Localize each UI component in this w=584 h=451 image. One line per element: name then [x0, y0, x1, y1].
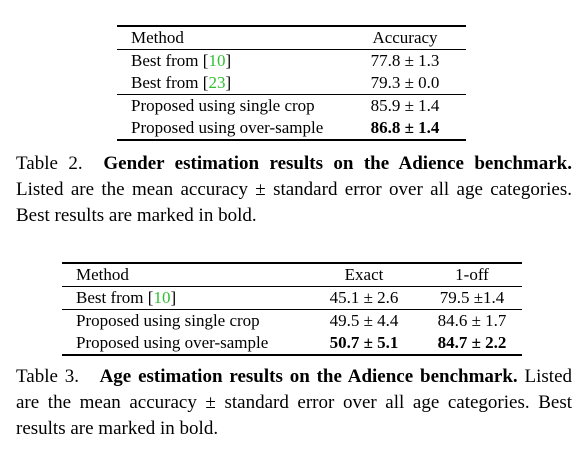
gender-results-table: Method Accuracy Best from [10] 77.8 ± 1.…	[117, 25, 466, 141]
citation-link[interactable]: 23	[208, 73, 226, 92]
exact-cell: 49.5 ± 4.4	[329, 311, 399, 330]
method-text: Best from [	[76, 288, 154, 307]
age-results-table: Method Exact 1-off Best from [10] 45.1 ±…	[62, 262, 522, 356]
one-off-cell-best: 84.7 ± 2.2	[437, 333, 507, 352]
exact-cell: 45.1 ± 2.6	[329, 288, 399, 307]
method-text: Best from [	[131, 73, 209, 92]
method-text: ]	[225, 73, 232, 92]
accuracy-cell: 79.3 ± 0.0	[370, 73, 440, 92]
method-cell: Proposed using over-sample	[76, 333, 269, 352]
accuracy-cell: 85.9 ± 1.4	[370, 96, 440, 115]
table3-caption: Table 3. Age estimation results on the A…	[16, 364, 572, 442]
method-cell: Proposed using single crop	[76, 311, 260, 330]
citation-link[interactable]: 10	[153, 288, 171, 307]
table-row: Proposed using over-sample 50.7 ± 5.1 84…	[62, 332, 522, 355]
header-one-off: 1-off	[455, 265, 489, 284]
table-row: Proposed using single crop 49.5 ± 4.4 84…	[62, 309, 522, 333]
header-method: Method	[131, 28, 184, 47]
header-exact: Exact	[344, 265, 384, 284]
one-off-cell: 84.6 ± 1.7	[437, 311, 507, 330]
accuracy-cell-best: 86.8 ± 1.4	[370, 118, 440, 137]
table-row: Best from [23] 79.3 ± 0.0	[117, 72, 466, 95]
table-header-row: Method Accuracy	[117, 26, 466, 50]
table-row: Proposed using over-sample 86.8 ± 1.4	[117, 117, 466, 140]
table-header-row: Method Exact 1-off	[62, 263, 522, 287]
caption-text: Listed are the mean accuracy ± standard …	[16, 179, 572, 226]
caption-label: Table 2.	[16, 153, 83, 174]
header-method: Method	[76, 265, 129, 284]
caption-title: Age estimation results on the Adience be…	[99, 366, 518, 387]
caption-text: Listed are the mean accuracy ± standard …	[16, 366, 573, 439]
caption-label: Table 3.	[16, 366, 80, 387]
exact-cell-best: 50.7 ± 5.1	[329, 333, 399, 352]
method-cell: Best from [10]	[62, 287, 306, 310]
table-row: Proposed using single crop 85.9 ± 1.4	[117, 94, 466, 118]
table-row: Best from [10] 77.8 ± 1.3	[117, 50, 466, 73]
method-cell: Best from [23]	[117, 72, 344, 95]
method-text: Best from [	[131, 51, 209, 70]
one-off-cell: 79.5 ±1.4	[439, 288, 505, 307]
table-row: Best from [10] 45.1 ± 2.6 79.5 ±1.4	[62, 287, 522, 310]
header-accuracy: Accuracy	[372, 28, 438, 47]
citation-link[interactable]: 10	[208, 51, 226, 70]
method-text: ]	[225, 51, 232, 70]
caption-title: Gender estimation results on the Adience…	[103, 153, 572, 174]
table2-caption: Table 2. Gender estimation results on th…	[16, 151, 572, 229]
method-cell: Best from [10]	[117, 50, 344, 73]
method-cell: Proposed using single crop	[131, 96, 315, 115]
accuracy-cell: 77.8 ± 1.3	[370, 51, 440, 70]
method-cell: Proposed using over-sample	[131, 118, 324, 137]
method-text: ]	[170, 288, 177, 307]
